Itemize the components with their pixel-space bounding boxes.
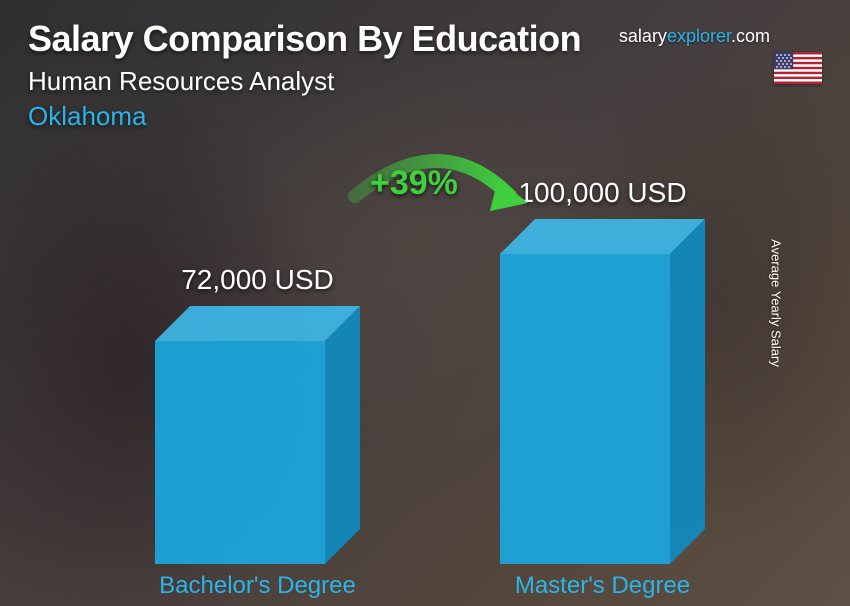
us-flag-icon bbox=[774, 52, 822, 84]
brand-logo: salaryexplorer.com bbox=[619, 26, 770, 47]
delta-percentage: +39% bbox=[370, 164, 458, 203]
bar-front bbox=[500, 254, 670, 564]
bar-front bbox=[155, 341, 325, 564]
y-axis-label: Average Yearly Salary bbox=[769, 239, 784, 367]
location-label: Oklahoma bbox=[28, 101, 822, 132]
brand-tld: .com bbox=[731, 26, 770, 46]
bar-side bbox=[670, 219, 705, 564]
job-title: Human Resources Analyst bbox=[28, 66, 822, 97]
brand-suffix: explorer bbox=[667, 26, 731, 46]
chart-area: 72,000 USDBachelor's Degree100,000 USDMa… bbox=[0, 136, 850, 606]
bar-category-label: Bachelor's Degree bbox=[135, 572, 380, 600]
bar-value: 72,000 USD bbox=[155, 264, 360, 296]
bar-group: 100,000 USDMaster's Degree bbox=[500, 219, 705, 564]
bar-group: 72,000 USDBachelor's Degree bbox=[155, 306, 360, 564]
brand-prefix: salary bbox=[619, 26, 667, 46]
bar-side bbox=[325, 306, 360, 564]
bar-category-label: Master's Degree bbox=[480, 572, 725, 600]
